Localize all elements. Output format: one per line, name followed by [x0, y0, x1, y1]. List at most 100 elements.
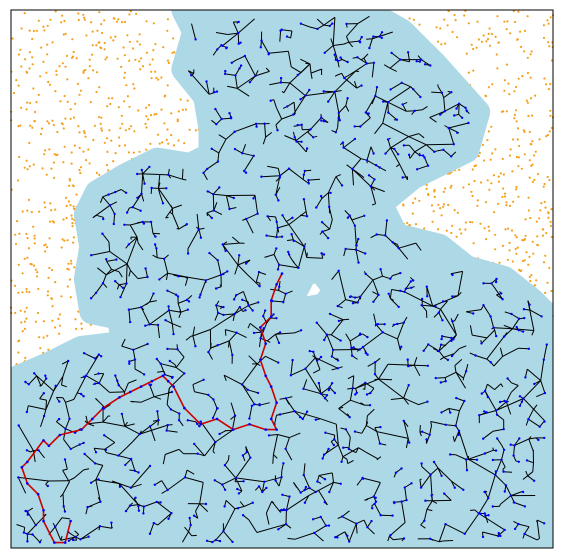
tree-edge	[356, 519, 365, 525]
tree-node	[465, 109, 468, 112]
free-point	[487, 130, 490, 133]
path-node	[69, 519, 72, 523]
tree-node	[302, 387, 305, 390]
tree-edge	[17, 477, 27, 494]
tree-edge	[454, 365, 457, 373]
tree-node	[523, 532, 526, 536]
tree-node	[161, 202, 165, 205]
tree-edge	[206, 81, 210, 95]
free-point	[20, 27, 23, 30]
free-point	[496, 67, 499, 70]
tree-edge	[420, 524, 426, 529]
free-point	[529, 97, 533, 100]
tree-node	[480, 342, 483, 345]
tree-node	[304, 485, 308, 489]
free-point	[485, 40, 488, 43]
tree-edge	[300, 58, 311, 65]
tree-node	[90, 254, 93, 257]
tree-node	[251, 501, 254, 504]
tree-edge	[74, 530, 80, 535]
free-point	[542, 185, 545, 188]
tree-node	[245, 451, 248, 454]
tree-edge	[454, 313, 459, 322]
tree-edge	[223, 530, 233, 543]
tree-node	[221, 483, 224, 486]
tree-edge	[363, 53, 369, 59]
tree-node	[319, 515, 322, 519]
tree-edge	[157, 182, 161, 189]
tree-node	[418, 154, 421, 157]
tree-edge	[528, 438, 534, 452]
tree-edge	[192, 335, 196, 347]
tree-edge	[323, 90, 335, 93]
tree-node	[464, 106, 467, 110]
tree-node	[189, 523, 192, 527]
free-point	[491, 83, 494, 86]
tree-node	[440, 411, 443, 414]
tree-node	[336, 367, 340, 370]
tree-node	[244, 262, 248, 265]
free-point	[91, 30, 94, 33]
tree-node	[356, 301, 359, 304]
tree-edge	[126, 263, 128, 284]
free-point	[521, 75, 524, 78]
tree-edge	[384, 220, 388, 236]
tree-node	[263, 122, 266, 125]
tree-node	[232, 196, 235, 200]
tree-node	[284, 447, 287, 451]
free-point	[503, 195, 507, 198]
tree-edge	[512, 328, 534, 331]
tree-edge	[84, 453, 96, 464]
free-point	[505, 201, 508, 204]
tree-edge	[128, 306, 142, 311]
tree-node	[425, 438, 428, 441]
tree-edge	[130, 270, 139, 279]
tree-node	[282, 508, 286, 511]
free-point	[167, 142, 170, 145]
tree-edge	[28, 375, 38, 385]
free-point	[87, 77, 90, 80]
tree-node	[402, 144, 406, 147]
tree-edge	[438, 524, 446, 542]
free-point	[69, 108, 72, 111]
tree-node	[154, 235, 157, 238]
tree-node	[483, 452, 487, 455]
tree-edge	[322, 231, 329, 239]
tree-edge	[378, 363, 389, 380]
tree-node	[441, 335, 444, 338]
free-point	[111, 97, 114, 100]
tree-edge	[159, 193, 164, 204]
tree-edge	[514, 438, 530, 446]
tree-edge	[61, 376, 64, 386]
tree-edge	[130, 483, 142, 489]
coverage-area	[11, 10, 553, 548]
tree-node	[336, 59, 340, 63]
free-point	[487, 86, 490, 89]
tree-edge	[241, 144, 247, 154]
free-point	[107, 169, 110, 172]
free-point	[544, 291, 547, 294]
free-point	[154, 70, 157, 73]
free-point	[450, 184, 453, 187]
tree-node	[457, 433, 460, 437]
tree-node	[238, 305, 241, 309]
free-point	[544, 206, 547, 209]
free-point	[98, 173, 101, 176]
tree-edge	[403, 420, 409, 439]
tree-edge	[83, 352, 96, 359]
tree-node	[337, 111, 340, 115]
tree-edge	[295, 140, 307, 153]
path-node	[215, 417, 219, 421]
tree-node	[186, 252, 190, 255]
free-point	[43, 153, 46, 156]
free-point	[144, 122, 147, 125]
free-point	[508, 154, 511, 157]
tree-node	[205, 539, 209, 542]
free-point	[523, 130, 526, 133]
tree-edge	[236, 332, 247, 339]
tree-edge	[95, 479, 120, 484]
tree-node	[25, 410, 29, 414]
tree-node	[242, 480, 245, 483]
tree-edge	[534, 380, 541, 385]
free-point	[49, 18, 52, 21]
